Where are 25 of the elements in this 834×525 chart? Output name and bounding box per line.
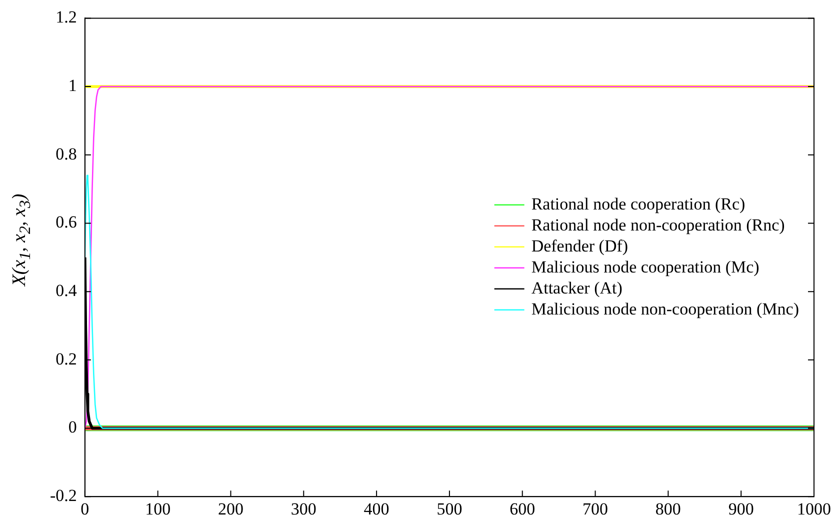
x-tick-label: 200 <box>218 499 244 518</box>
x-tick-label: 700 <box>582 499 608 518</box>
legend-label: Attacker (At) <box>531 278 622 298</box>
x-tick-label: 800 <box>655 499 681 518</box>
x-tick-label: 0 <box>80 499 90 518</box>
y-tick-label: 1 <box>68 76 77 96</box>
legend-label: Defender (Df) <box>531 236 628 256</box>
x-tick-label: 500 <box>436 499 462 518</box>
y-tick-label: 0.6 <box>56 212 77 232</box>
legend-label: Malicious node cooperation (Mc) <box>531 257 760 276</box>
x-tick-label: 600 <box>510 499 536 518</box>
y-tick-label: 0 <box>68 418 77 437</box>
y-tick-label: 0.2 <box>56 349 77 368</box>
y-tick-label: 1.2 <box>56 8 77 27</box>
x-tick-label: 100 <box>145 499 171 518</box>
x-tick-label: 900 <box>728 499 754 518</box>
x-tick-label: 300 <box>290 499 316 518</box>
legend-label: Malicious node non-cooperation (Mnc) <box>531 299 800 318</box>
legend-label: Rational node cooperation (Rc) <box>531 194 746 214</box>
legend-label: Rational node non-cooperation (Rnc) <box>531 215 785 234</box>
x-tick-label: 1000 <box>797 499 831 518</box>
y-tick-label: -0.2 <box>50 486 77 506</box>
y-tick-label: 0.8 <box>56 144 77 164</box>
x-tick-label: 400 <box>364 499 390 518</box>
y-tick-label: 0.4 <box>56 281 78 300</box>
